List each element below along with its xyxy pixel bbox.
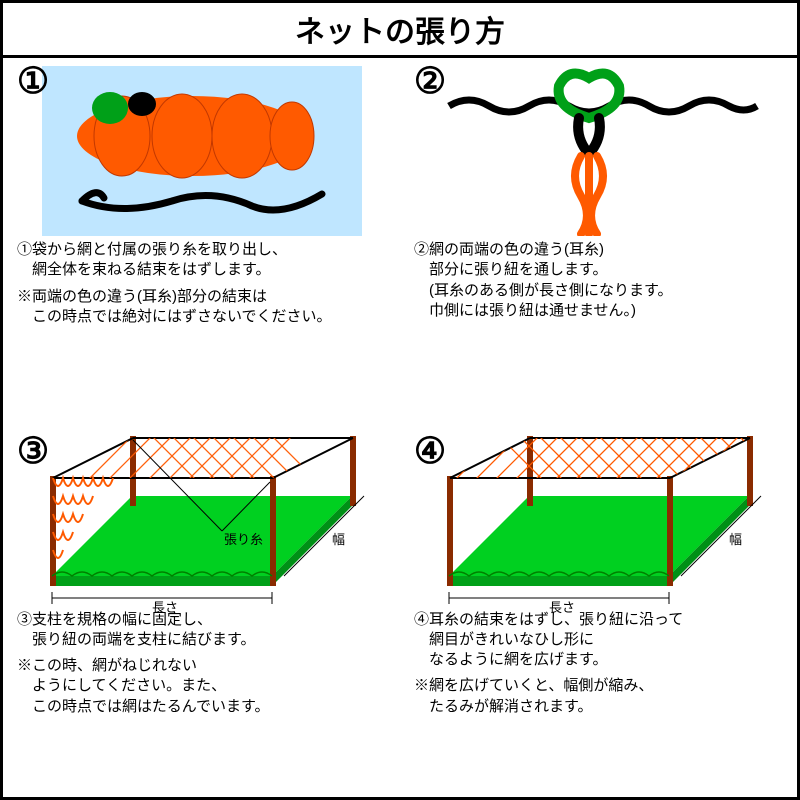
step-1-text: ①袋から網と付属の張り糸を取り出し、 網全体を束ねる結束をはずします。 ※両端の…	[17, 240, 386, 333]
step-number-icon: ②	[410, 62, 450, 102]
step-4: ④	[400, 428, 797, 798]
step-2-text: ②網の両端の色の違う(耳糸) 部分に張り紐を通します。 (耳糸のある側が長さ側に…	[414, 240, 783, 327]
step-1: ① ①袋から網と付属	[3, 58, 400, 428]
svg-text:幅: 幅	[729, 532, 742, 547]
svg-text:幅: 幅	[332, 532, 345, 547]
instruction-sheet: ネットの張り方 ①	[0, 0, 800, 800]
step-3-illustration: 長さ 幅 張り糸	[17, 436, 386, 606]
steps-grid: ① ①袋から網と付属	[3, 58, 797, 797]
step-2: ②	[400, 58, 797, 428]
step-4-illustration: 長さ 幅	[414, 436, 783, 606]
step-3-text: ③支柱を規格の幅に固定し、 張り紐の両端を支柱に結びます。 ※この時、網がねじれ…	[17, 610, 386, 723]
step-number-icon: ①	[13, 62, 53, 102]
step-number-icon: ③	[13, 432, 53, 472]
step-3: ③	[3, 428, 400, 798]
step-1-illustration	[17, 66, 386, 236]
step-2-illustration	[414, 66, 783, 236]
page-title: ネットの張り方	[3, 3, 797, 58]
step-number-icon: ④	[410, 432, 450, 472]
svg-text:張り糸: 張り糸	[224, 532, 263, 547]
step-4-text: ④耳糸の結束をはずし、張り紐に沿って 網目がきれいなひし形に なるように網を広げ…	[414, 610, 783, 723]
